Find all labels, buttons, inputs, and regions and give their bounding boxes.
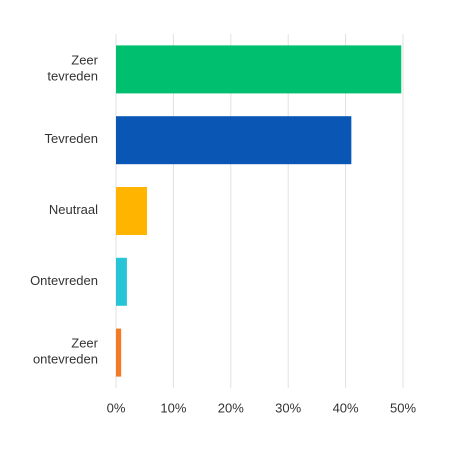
x-tick-label: 40% [333,400,359,415]
bar [116,257,127,306]
x-tick-label: 0% [107,400,126,415]
y-tick-label: Neutraal [49,202,98,217]
y-tick-label: Zeer ontevreden [33,336,99,367]
y-tick-label: Zeer tevreden [47,53,98,84]
y-tick-label: Ontevreden [30,273,98,288]
x-tick-label: 10% [160,400,186,415]
bar [116,187,147,235]
x-tick-label: 30% [275,400,301,415]
bar [116,116,352,165]
y-tick-label: Tevreden [45,132,98,147]
bar [116,45,402,94]
x-tick-label: 50% [390,400,416,415]
x-tick-label: 20% [218,400,244,415]
bar [116,328,122,377]
